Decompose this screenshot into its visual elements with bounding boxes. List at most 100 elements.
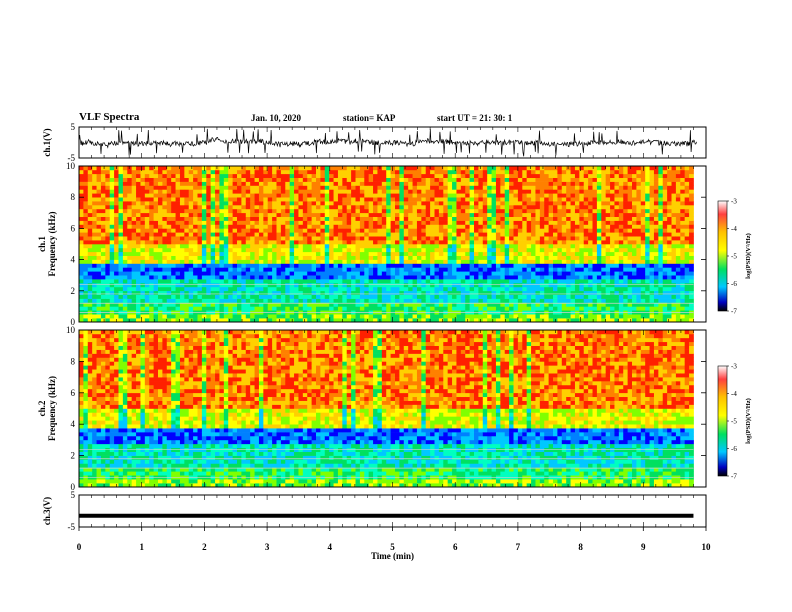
spectrogram-cell bbox=[241, 286, 247, 292]
spectrogram-cell bbox=[105, 244, 111, 249]
spectrogram-cell bbox=[320, 259, 326, 264]
spectrogram-cell bbox=[201, 290, 207, 295]
spectrogram-cell bbox=[535, 224, 541, 229]
spectrogram-cell bbox=[430, 244, 435, 249]
spectrogram-cell bbox=[333, 169, 339, 175]
spectrogram-cell bbox=[316, 263, 321, 268]
spectrogram-cell bbox=[149, 302, 155, 307]
spectrogram-cell bbox=[355, 259, 361, 264]
spectrogram-cell bbox=[188, 247, 194, 253]
spectrogram-cell bbox=[114, 259, 119, 264]
spectrogram-cell bbox=[553, 298, 558, 303]
spectrogram-cell bbox=[566, 216, 571, 221]
spectrogram-cell bbox=[596, 286, 602, 292]
spectrogram-cell bbox=[487, 228, 492, 233]
spectrogram-cell bbox=[583, 177, 589, 182]
spectrogram-cell bbox=[201, 314, 207, 319]
spectrogram-cell bbox=[83, 189, 89, 194]
spectrogram-cell bbox=[258, 275, 264, 280]
spectrogram-cell bbox=[487, 275, 492, 280]
spectrogram-cell bbox=[118, 224, 124, 229]
spectrogram-cell bbox=[359, 220, 365, 225]
spectrogram-cell bbox=[241, 166, 247, 171]
spectrogram-cell bbox=[324, 302, 330, 307]
spectrogram-cell bbox=[149, 166, 155, 171]
spectrogram-cell bbox=[272, 251, 277, 256]
spectrogram-cell bbox=[118, 244, 124, 249]
spectrogram-cell bbox=[553, 169, 558, 175]
spectrogram-cell bbox=[544, 193, 550, 198]
spectrogram-cell bbox=[162, 189, 168, 194]
spectrogram-cell bbox=[443, 259, 449, 264]
spectrogram-cell bbox=[228, 166, 234, 171]
spectrogram-cell bbox=[403, 318, 409, 322]
spectrogram-cell bbox=[443, 216, 449, 221]
spectrogram-cell bbox=[245, 302, 251, 307]
spectrogram-cell bbox=[416, 205, 422, 210]
spectrogram-cell bbox=[250, 212, 255, 217]
spectrogram-cell bbox=[258, 306, 264, 311]
spectrogram-cell bbox=[241, 318, 247, 322]
spectrogram-cell bbox=[193, 224, 198, 229]
spectrogram-cell bbox=[583, 298, 589, 303]
spectrogram-cell bbox=[553, 181, 558, 186]
spectrogram-cell bbox=[171, 166, 176, 171]
spectrogram-cell bbox=[206, 279, 212, 284]
spectrogram-cell bbox=[131, 228, 137, 233]
spectrogram-cell bbox=[539, 244, 545, 249]
spectrogram-cell bbox=[241, 181, 247, 186]
spectrogram-cell bbox=[487, 247, 492, 253]
spectrogram-cell bbox=[566, 279, 571, 284]
spectrogram-cell bbox=[263, 197, 269, 202]
spectrogram-cell bbox=[219, 216, 225, 221]
spectrogram-cell bbox=[535, 173, 541, 178]
spectrogram-cell bbox=[280, 267, 286, 272]
spectrogram-cell bbox=[237, 216, 242, 221]
spectrogram-cell bbox=[210, 216, 216, 221]
spectrogram-cell bbox=[215, 298, 220, 303]
spectrogram-cell bbox=[452, 298, 457, 303]
spectrogram-cell bbox=[298, 166, 304, 171]
spectrogram-cell bbox=[131, 271, 137, 276]
spectrogram-cell bbox=[509, 263, 514, 268]
spectrogram-cell bbox=[149, 228, 155, 233]
spectrogram-cell bbox=[166, 208, 172, 214]
spectrogram-cell bbox=[553, 240, 558, 245]
spectrogram-cell bbox=[465, 236, 471, 241]
spectrogram-cell bbox=[280, 205, 286, 210]
spectrogram-cell bbox=[355, 271, 361, 276]
spectrogram-cell bbox=[333, 275, 339, 280]
spectrogram-cell bbox=[162, 298, 168, 303]
spectrogram-cell bbox=[601, 314, 607, 319]
spectrogram-cell bbox=[535, 263, 541, 268]
spectrogram-cell bbox=[333, 267, 339, 272]
spectrogram-cell bbox=[399, 224, 405, 229]
spectrogram-cell bbox=[535, 306, 541, 311]
spectrogram-cell bbox=[136, 263, 141, 268]
spectrogram-cell bbox=[434, 240, 440, 245]
spectrogram-cell bbox=[412, 251, 418, 256]
spectrogram-cell bbox=[237, 228, 242, 233]
spectrogram-cell bbox=[579, 244, 585, 249]
spectrogram-cell bbox=[359, 240, 365, 245]
spectrogram-cell bbox=[210, 197, 216, 202]
spectrogram-cell bbox=[210, 255, 216, 260]
spectrogram-cell bbox=[377, 205, 383, 210]
spectrogram-cell bbox=[482, 294, 488, 299]
spectrogram-cell bbox=[114, 283, 119, 288]
spectrogram-cell bbox=[535, 251, 541, 256]
spectrogram-cell bbox=[114, 236, 119, 241]
spectrogram-cell bbox=[87, 306, 93, 311]
spectrogram-cell bbox=[373, 189, 378, 194]
spectrogram-cell bbox=[87, 197, 93, 202]
spectrogram-cell bbox=[272, 169, 277, 175]
spectrogram-cell bbox=[390, 197, 396, 202]
spectrogram-cell bbox=[162, 302, 168, 307]
spectrogram-cell bbox=[153, 197, 159, 202]
spectrogram-cell bbox=[544, 251, 550, 256]
spectrogram-cell bbox=[206, 290, 212, 295]
spectrogram-cell bbox=[298, 208, 304, 214]
spectrogram-cell bbox=[149, 201, 155, 206]
spectrogram-cell bbox=[469, 236, 475, 241]
spectrogram-cell bbox=[377, 232, 383, 237]
